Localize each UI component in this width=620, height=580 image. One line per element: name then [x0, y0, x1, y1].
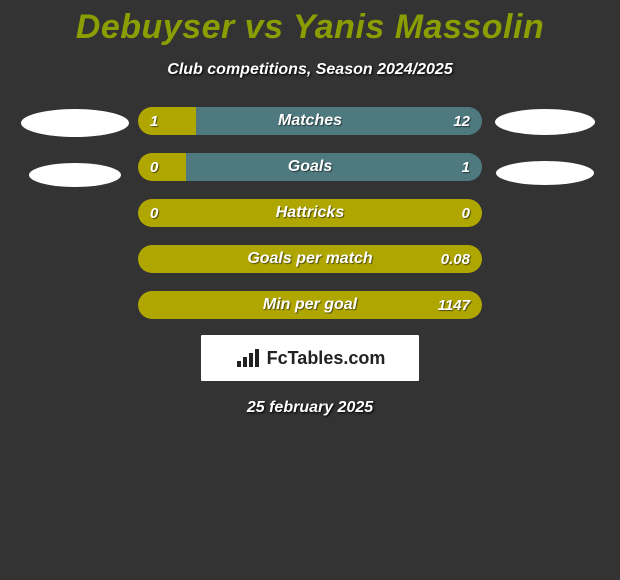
stat-label: Hattricks — [138, 199, 482, 227]
stat-bar: 112Matches — [138, 107, 482, 135]
left-avatar-ellipse — [21, 109, 129, 137]
stat-label: Goals — [138, 153, 482, 181]
fctables-banner[interactable]: FcTables.com — [201, 335, 419, 381]
subtitle: Club competitions, Season 2024/2025 — [167, 61, 452, 79]
main-row: 112Matches 01Goals 00Hattricks 0.08Goals pe… — [0, 107, 620, 319]
stat-bar: 1147Min per goal — [138, 291, 482, 319]
date: 25 february 2025 — [247, 399, 373, 417]
stat-label: Goals per match — [138, 245, 482, 273]
stat-label: Min per goal — [138, 291, 482, 319]
stat-bar: 01Goals — [138, 153, 482, 181]
left-avatar-ellipse — [29, 163, 121, 187]
stat-bar: 0.08Goals per match — [138, 245, 482, 273]
page-title: Debuyser vs Yanis Massolin — [76, 8, 544, 47]
stat-label: Matches — [138, 107, 482, 135]
right-avatar-ellipse — [495, 109, 595, 135]
right-avatar-ellipse — [496, 161, 594, 185]
fctables-label: FcTables.com — [267, 348, 386, 369]
left-avatar-col — [15, 107, 135, 187]
stat-bar: 00Hattricks — [138, 199, 482, 227]
right-avatar-col — [485, 107, 605, 185]
stats-col: 112Matches 01Goals 00Hattricks 0.08Goals pe… — [135, 107, 485, 319]
bars-icon — [235, 347, 261, 369]
